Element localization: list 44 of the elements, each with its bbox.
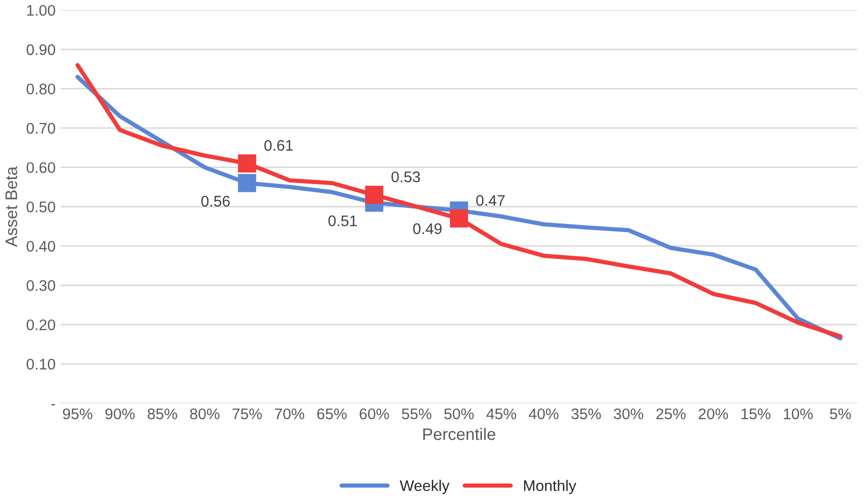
data-label: 0.47 — [476, 195, 505, 206]
point — [365, 186, 384, 204]
y-tick-label: 0.20 — [26, 319, 56, 330]
legend-label: Monthly — [524, 480, 576, 494]
x-tick-label: 80% — [190, 408, 220, 420]
x-tick-label: 10% — [784, 408, 813, 420]
x-tick-label: 85% — [148, 408, 178, 420]
y-tick-label: 0.90 — [26, 44, 56, 56]
point — [450, 209, 468, 228]
x-tick-label: 40% — [528, 408, 558, 420]
data-label: 0.51 — [328, 215, 357, 226]
x-tick-label: 15% — [742, 408, 770, 420]
x-tick-label: 90% — [105, 408, 135, 420]
point — [238, 174, 256, 192]
x-tick-label: 75% — [232, 408, 262, 420]
x-tick-label: 60% — [360, 408, 389, 420]
x-tick-label: 30% — [614, 408, 644, 420]
y-tick-label: 0.70 — [26, 122, 56, 134]
x-tick-label: 45% — [486, 408, 516, 420]
y-tick-label: 0.30 — [26, 280, 56, 291]
y-tick-label: 1.00 — [27, 4, 56, 16]
y-tick-label: 0.10 — [26, 358, 56, 370]
x-tick-label: 55% — [402, 408, 432, 420]
x-tick-label: 50% — [444, 408, 474, 420]
data-label: 0.56 — [201, 196, 230, 207]
x-tick-label: 5% — [830, 408, 851, 420]
y-tick-label: 0.50 — [26, 202, 56, 212]
x-tick-label: 35% — [571, 408, 601, 420]
point — [238, 154, 256, 172]
y-tick-label: 0.40 — [26, 240, 56, 252]
x-tick-label: 95% — [63, 408, 92, 420]
y-tick-label: 0.80 — [26, 84, 56, 94]
y-axis-title: Asset Beta — [6, 166, 18, 247]
x-tick-label: 70% — [274, 408, 304, 420]
y-tick-label: 0.60 — [26, 162, 56, 174]
data-label: 0.53 — [391, 171, 420, 182]
x-tick-label: 25% — [656, 408, 686, 420]
x-axis-title: Percentile — [423, 428, 496, 440]
legend-label: Weekly — [400, 480, 450, 494]
data-label: 0.49 — [413, 223, 442, 234]
x-tick-label: 20% — [698, 408, 728, 420]
data-label: 0.61 — [264, 140, 293, 151]
y-tick-label: - — [51, 404, 56, 406]
x-tick-label: 65% — [317, 408, 347, 420]
